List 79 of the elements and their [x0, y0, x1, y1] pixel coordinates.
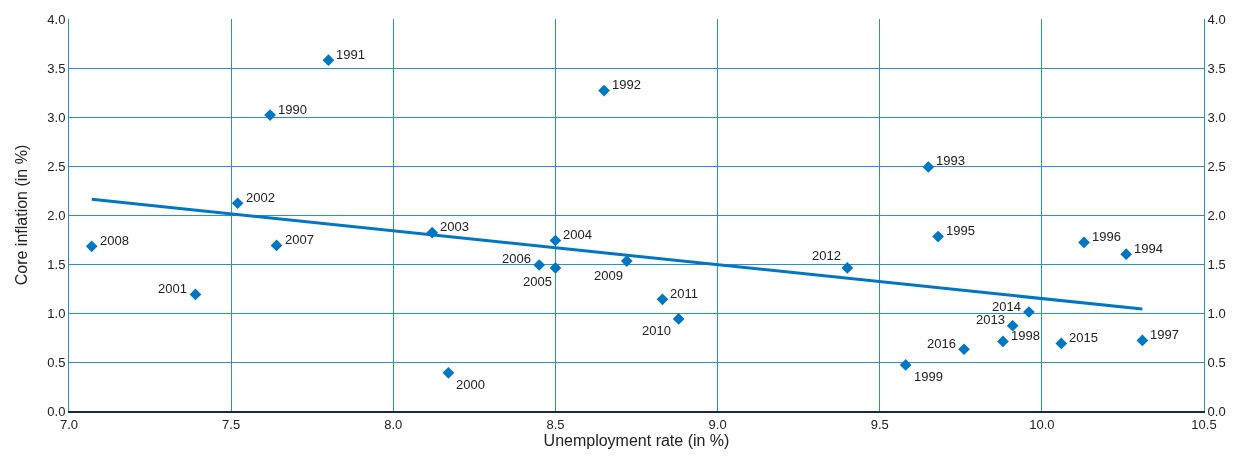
y-tick-label: 2.5: [47, 158, 66, 174]
x-axis-title: Unemployment rate (in %): [543, 431, 730, 449]
annotation: 1997: [1150, 327, 1179, 342]
y-tick-label: 4.0: [47, 11, 66, 27]
point: [1055, 337, 1068, 350]
annotation: 1999: [914, 369, 943, 384]
annotation: 1992: [612, 77, 641, 92]
point: [231, 197, 244, 210]
y-tick-label: 2.0: [47, 207, 66, 223]
point: [1006, 319, 1019, 332]
point: [549, 234, 562, 247]
y-tick-label: 3.0: [47, 109, 66, 125]
annotation: 2015: [1069, 330, 1098, 345]
y-tick-label: 1.5: [47, 256, 66, 272]
y-tick-label: 0.5: [47, 354, 66, 370]
annotation: 1990: [278, 102, 307, 117]
point: [1120, 248, 1133, 261]
x-tick-label: 7.0: [59, 416, 79, 432]
y2-tick-label: 4.0: [1207, 11, 1226, 27]
x-tick-label: 8.0: [384, 416, 403, 432]
x-tick-label: 8.5: [546, 416, 565, 432]
annotation: 2011: [670, 286, 698, 301]
x-tick-label: 10.5: [1191, 416, 1217, 432]
point: [598, 84, 610, 97]
point: [442, 366, 455, 379]
y2-tick-label: 2.5: [1207, 158, 1226, 174]
x-tick-label: 9.5: [870, 416, 889, 432]
point: [958, 343, 970, 356]
y2-tick-label: 2.0: [1207, 207, 1226, 223]
annotation: 2009: [594, 268, 623, 283]
point: [932, 230, 944, 243]
y-tick-label: 1.0: [47, 305, 66, 321]
point: [899, 359, 912, 371]
annotation: 1993: [936, 153, 965, 168]
annotation: 1998: [1011, 328, 1040, 343]
y2-tick-label: 1.5: [1207, 256, 1226, 272]
annotation: 1996: [1092, 229, 1121, 244]
y2-tick-label: 1.0: [1207, 305, 1226, 321]
point: [1078, 236, 1090, 249]
y-tick-label: 0.0: [47, 403, 66, 419]
point: [549, 262, 562, 274]
annotation: 1994: [1134, 241, 1163, 256]
x-tick-label: 7.5: [222, 416, 241, 432]
annotation: 2002: [246, 190, 275, 205]
annotation: 1995: [946, 223, 975, 238]
y-axis-title: Core inflation (in %): [13, 144, 30, 286]
annotation: 2016: [927, 336, 956, 351]
annotation: 1991: [336, 47, 365, 62]
annotation: 2005: [523, 274, 552, 289]
annotation: 2008: [100, 233, 129, 248]
point: [656, 293, 669, 306]
annotation: 2014: [992, 299, 1021, 314]
annotation: 2000: [456, 377, 485, 392]
annotation: 2007: [285, 232, 314, 247]
y2-tick-label: 0.0: [1207, 403, 1226, 419]
point: [620, 255, 633, 267]
annotation: 2006: [502, 251, 531, 266]
y2-tick-label: 0.5: [1207, 354, 1226, 370]
point: [322, 54, 335, 67]
y2-tick-label: 3.0: [1207, 109, 1226, 125]
point: [922, 161, 935, 173]
annotation: 2003: [440, 219, 469, 234]
point: [1136, 334, 1149, 347]
annotation: 2013: [976, 312, 1005, 327]
point: [997, 335, 1009, 348]
annotation: 2010: [642, 323, 671, 338]
x-tick-label: 9.0: [708, 416, 727, 432]
annotation: 2001: [158, 281, 187, 296]
point: [533, 259, 546, 271]
x-tick-label: 10.0: [1029, 416, 1055, 432]
y-tick-label: 3.5: [47, 60, 66, 76]
point: [85, 240, 98, 253]
point: [672, 313, 685, 325]
annotation: 2012: [812, 248, 841, 263]
y2-tick-label: 3.5: [1207, 60, 1226, 76]
point: [841, 262, 854, 274]
annotation: 2004: [563, 227, 592, 242]
point: [189, 288, 202, 301]
point: [270, 239, 283, 252]
